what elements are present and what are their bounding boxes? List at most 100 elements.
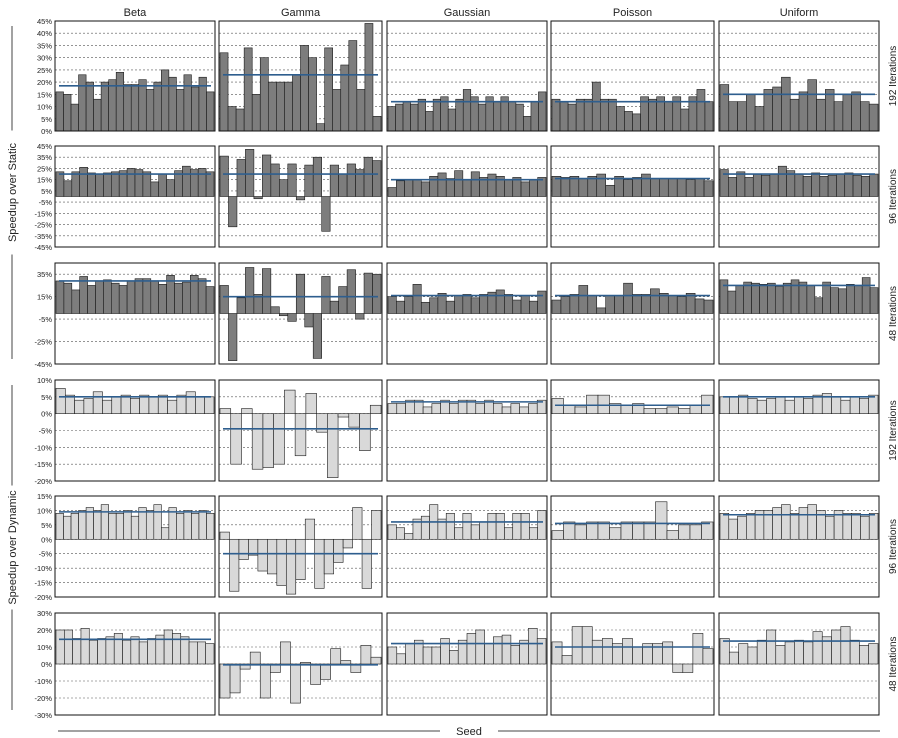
bar	[305, 393, 317, 414]
bar	[643, 521, 656, 540]
bar	[167, 399, 178, 414]
panel-r3-c4	[718, 379, 880, 482]
bar	[97, 638, 107, 665]
bar	[746, 513, 756, 540]
bar	[206, 91, 215, 132]
panel-frame	[718, 495, 880, 598]
bar	[259, 663, 271, 699]
bar	[87, 285, 96, 314]
bar	[678, 408, 691, 414]
bar	[622, 638, 633, 665]
bar	[372, 116, 382, 132]
y-tick-label: -20%	[34, 694, 52, 703]
bar	[632, 113, 641, 132]
panel-frame	[386, 145, 548, 248]
bar	[623, 179, 633, 197]
bar	[761, 174, 771, 197]
bar	[861, 176, 870, 197]
panel-r0-c2	[386, 20, 548, 132]
y-tick-label: 15%	[37, 90, 52, 99]
y-tick-label: -25%	[34, 221, 52, 230]
panel-frame	[550, 495, 715, 598]
bar	[316, 123, 325, 132]
bar	[616, 106, 625, 132]
bar	[620, 404, 633, 414]
bar	[219, 52, 229, 132]
bar	[774, 286, 784, 314]
bar	[798, 281, 808, 314]
bar	[145, 89, 155, 132]
bar	[667, 295, 678, 314]
bar	[191, 86, 200, 132]
bar	[852, 174, 862, 197]
bar	[55, 388, 66, 414]
bar	[704, 101, 714, 132]
group-labels: Speedup over Static Speedup over Dynamic	[7, 26, 19, 710]
bar	[412, 284, 422, 314]
bar	[348, 40, 358, 132]
bar	[759, 284, 768, 314]
bar	[454, 170, 464, 197]
bar	[719, 396, 730, 414]
bar	[479, 294, 489, 314]
bar	[251, 94, 261, 132]
y-tick-label: 15%	[37, 176, 52, 185]
bar	[655, 501, 668, 540]
y-tick-label: 10%	[37, 506, 52, 515]
panel-r3-c3	[550, 379, 715, 482]
row-label-3: 192 Iterations	[888, 400, 898, 461]
bar	[664, 101, 674, 132]
bar	[63, 282, 73, 314]
bar	[361, 538, 372, 589]
bar	[614, 295, 624, 314]
bar	[701, 521, 714, 540]
bar	[719, 84, 730, 132]
bar	[662, 641, 674, 665]
bar	[70, 103, 79, 132]
bar	[176, 89, 185, 132]
bar	[822, 281, 831, 314]
bar	[320, 663, 331, 680]
bar	[295, 538, 306, 580]
panel-frame	[54, 20, 216, 132]
bar	[578, 178, 589, 197]
y-tick-label: 25%	[37, 164, 52, 173]
bar	[560, 296, 571, 314]
bar	[696, 89, 706, 132]
bar	[766, 398, 777, 414]
bar	[372, 273, 382, 314]
bar	[102, 399, 113, 414]
panel-frame	[54, 145, 216, 248]
y-tick-label: 0%	[41, 535, 52, 544]
bar	[735, 285, 744, 314]
bar	[93, 98, 102, 132]
bar	[814, 297, 823, 314]
panels: 0% 5% 10% 15% 20% 25% 30% 35% 40% 45% -45% -35% -25%…	[34, 17, 880, 720]
bar	[803, 398, 814, 414]
bar	[520, 295, 530, 314]
bar	[689, 524, 702, 540]
panel-r2-c0: -45% -25% -5% 15% 35%	[34, 262, 216, 369]
bar	[445, 300, 455, 314]
bar	[55, 629, 65, 665]
panel-r1-c4	[718, 145, 880, 248]
bar	[314, 538, 325, 589]
bar	[205, 171, 215, 197]
bar	[312, 313, 322, 359]
bar	[692, 633, 704, 665]
bar	[493, 403, 503, 414]
bar	[667, 178, 678, 197]
bar	[632, 521, 645, 540]
bar	[781, 504, 791, 540]
bar	[836, 173, 846, 197]
bar	[130, 84, 140, 132]
y-tick-label: -30%	[34, 711, 52, 720]
bar	[812, 394, 823, 414]
y-tick-label: 0%	[41, 127, 52, 136]
bar	[766, 629, 777, 665]
bar	[195, 396, 206, 414]
bar	[475, 629, 485, 665]
bar	[849, 396, 860, 414]
row-label-2: 48 Iterations	[888, 286, 898, 341]
column-title-poisson: Poisson	[613, 7, 652, 19]
